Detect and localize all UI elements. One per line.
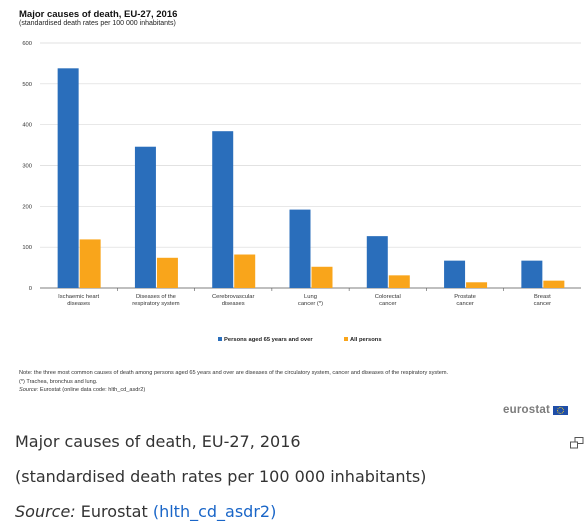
chart-subtitle: (standardised death rates per 100 000 in… xyxy=(19,20,176,27)
caption-title: Major causes of death, EU-27, 2016 xyxy=(15,432,301,451)
bar xyxy=(57,68,79,288)
x-tick-label: Diseases of the xyxy=(136,294,176,300)
caption-source-prefix: Eurostat xyxy=(80,502,148,521)
x-tick-label: Lung xyxy=(304,294,317,300)
y-tick-label: 500 xyxy=(22,82,32,88)
expand-icon[interactable] xyxy=(570,437,584,449)
bar xyxy=(543,280,565,288)
eu-flag-icon xyxy=(552,405,568,415)
x-tick-label: Ischaemic heart xyxy=(58,294,99,300)
caption-source-label: Source: xyxy=(15,502,76,521)
y-tick-label: 100 xyxy=(22,245,32,251)
chart-source: Source: Eurostat (online data code: hlth… xyxy=(19,386,579,395)
bar xyxy=(134,146,156,288)
chart-figure: Major causes of death, EU-27, 2016 (stan… xyxy=(19,9,581,416)
x-tick-label: diseases xyxy=(67,301,90,307)
legend-swatch xyxy=(218,337,222,341)
eurostat-logo-text: eurostat xyxy=(503,404,550,416)
chart-notes: Note: the three most common causes of de… xyxy=(19,369,579,395)
x-tick-label: Colorectal xyxy=(375,294,401,300)
x-tick-label: cancer xyxy=(456,301,473,307)
chart-title: Major causes of death, EU-27, 2016 xyxy=(19,9,178,20)
bar xyxy=(289,209,311,288)
bar xyxy=(311,266,333,288)
legend-label: Persons aged 65 years and over xyxy=(224,337,313,343)
bar xyxy=(156,257,178,288)
y-tick-label: 400 xyxy=(22,123,32,129)
caption-subtitle: (standardised death rates per 100 000 in… xyxy=(15,467,427,486)
bar xyxy=(79,239,101,288)
y-tick-label: 600 xyxy=(22,41,32,47)
x-tick-label: cancer xyxy=(379,301,396,307)
bar xyxy=(466,282,488,288)
bar xyxy=(388,275,410,288)
chart-note: Note: the three most common causes of de… xyxy=(19,370,449,376)
chart-footnote: (*) Trachea, bronchus and lung. xyxy=(19,378,98,385)
chart-source-label: Source: xyxy=(19,387,39,394)
y-tick-label: 0 xyxy=(29,286,32,292)
x-tick-label: Cerebrovascular xyxy=(212,294,255,300)
bar xyxy=(521,260,543,288)
bar xyxy=(444,260,466,288)
chart-source-text: Eurostat (online data code: hlth_cd_asdr… xyxy=(39,387,146,394)
bar xyxy=(366,236,388,288)
bar xyxy=(212,131,234,288)
x-tick-label: diseases xyxy=(222,301,245,307)
legend-label: All persons xyxy=(350,337,382,343)
source-link[interactable]: (hlth_cd_asdr2) xyxy=(152,502,277,521)
x-tick-label: Prostate xyxy=(454,294,476,300)
x-tick-label: respiratory system xyxy=(132,301,180,307)
y-tick-label: 200 xyxy=(22,204,32,210)
legend-swatch xyxy=(344,337,348,341)
y-tick-label: 300 xyxy=(22,164,32,170)
caption-source: Source: Eurostat (hlth_cd_asdr2) xyxy=(15,502,276,521)
x-tick-label: cancer xyxy=(534,301,551,307)
x-tick-label: cancer (*) xyxy=(298,301,323,307)
bar xyxy=(234,254,256,288)
x-tick-label: Breast xyxy=(534,294,551,300)
eurostat-logo: eurostat xyxy=(503,404,568,416)
